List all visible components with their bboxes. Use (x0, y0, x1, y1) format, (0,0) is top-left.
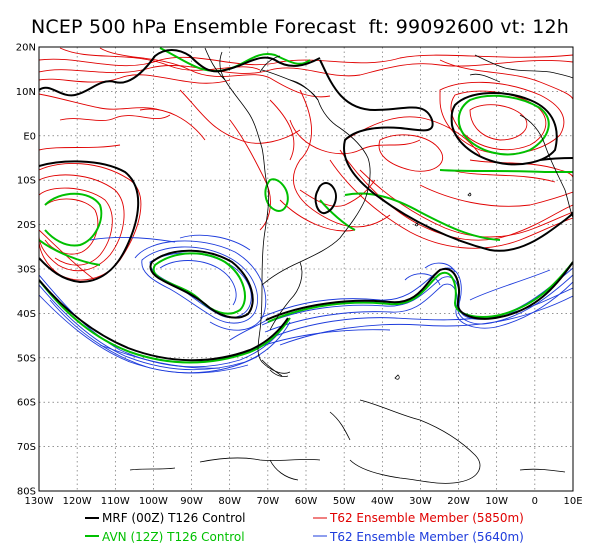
mrf-control-contours (39, 49, 573, 362)
lon-tick-label: 110W (101, 496, 130, 507)
lon-tick-label: 120W (63, 496, 92, 507)
lon-tick-label: 10E (563, 496, 582, 507)
lat-tick-label: 70S (17, 442, 36, 453)
lat-tick-label: 10N (16, 87, 36, 98)
map-frame (38, 46, 574, 492)
lon-tick-label: 40W (371, 496, 394, 507)
lon-tick-label: 0 (532, 496, 538, 507)
lat-tick-label: 50S (17, 353, 36, 364)
lon-tick-label: 130W (25, 496, 54, 507)
lon-tick-label: 100W (139, 496, 168, 507)
lat-tick-label: 60S (17, 398, 36, 409)
lat-tick-label: 20N (16, 43, 36, 54)
lat-tick-label: 20S (17, 220, 36, 231)
lat-tick-label: 80S (17, 487, 36, 498)
lon-tick-label: 90W (180, 496, 203, 507)
map-title: NCEP 500 hPa Ensemble Forecast ft: 99092… (30, 16, 570, 38)
legend-label-ens5640: T62 Ensemble Member (5640m) (329, 530, 524, 544)
lat-tick-label: E0 (23, 131, 36, 142)
legend-label-ens5850: T62 Ensemble Member (5850m) (329, 511, 524, 525)
longitude-tick-labels: 130W 120W 110W 100W 90W 80W 70W 60W 50W 40W 30W 20W… (25, 496, 583, 507)
lon-tick-label: 60W (295, 496, 318, 507)
legend-label-avn: AVN (12Z) T126 Control (102, 530, 245, 544)
lon-tick-label: 10W (485, 496, 508, 507)
legend: MRF (00Z) T126 Control AVN (12Z) T126 Co… (85, 511, 524, 544)
coastlines (129, 47, 573, 484)
lat-tick-label: 10S (17, 176, 36, 187)
lon-tick-label: 70W (257, 496, 280, 507)
lon-tick-label: 80W (218, 496, 241, 507)
lon-tick-label: 30W (409, 496, 432, 507)
lat-tick-label: 40S (17, 309, 36, 320)
graticule (39, 47, 573, 491)
latitude-tick-labels: 20N 10N E0 10S 20S 30S 40S 50S 60S 70S 80S (16, 43, 36, 498)
lon-tick-label: 50W (333, 496, 356, 507)
lon-tick-label: 20W (447, 496, 470, 507)
legend-label-mrf: MRF (00Z) T126 Control (102, 511, 246, 525)
lat-tick-label: 30S (17, 265, 36, 276)
